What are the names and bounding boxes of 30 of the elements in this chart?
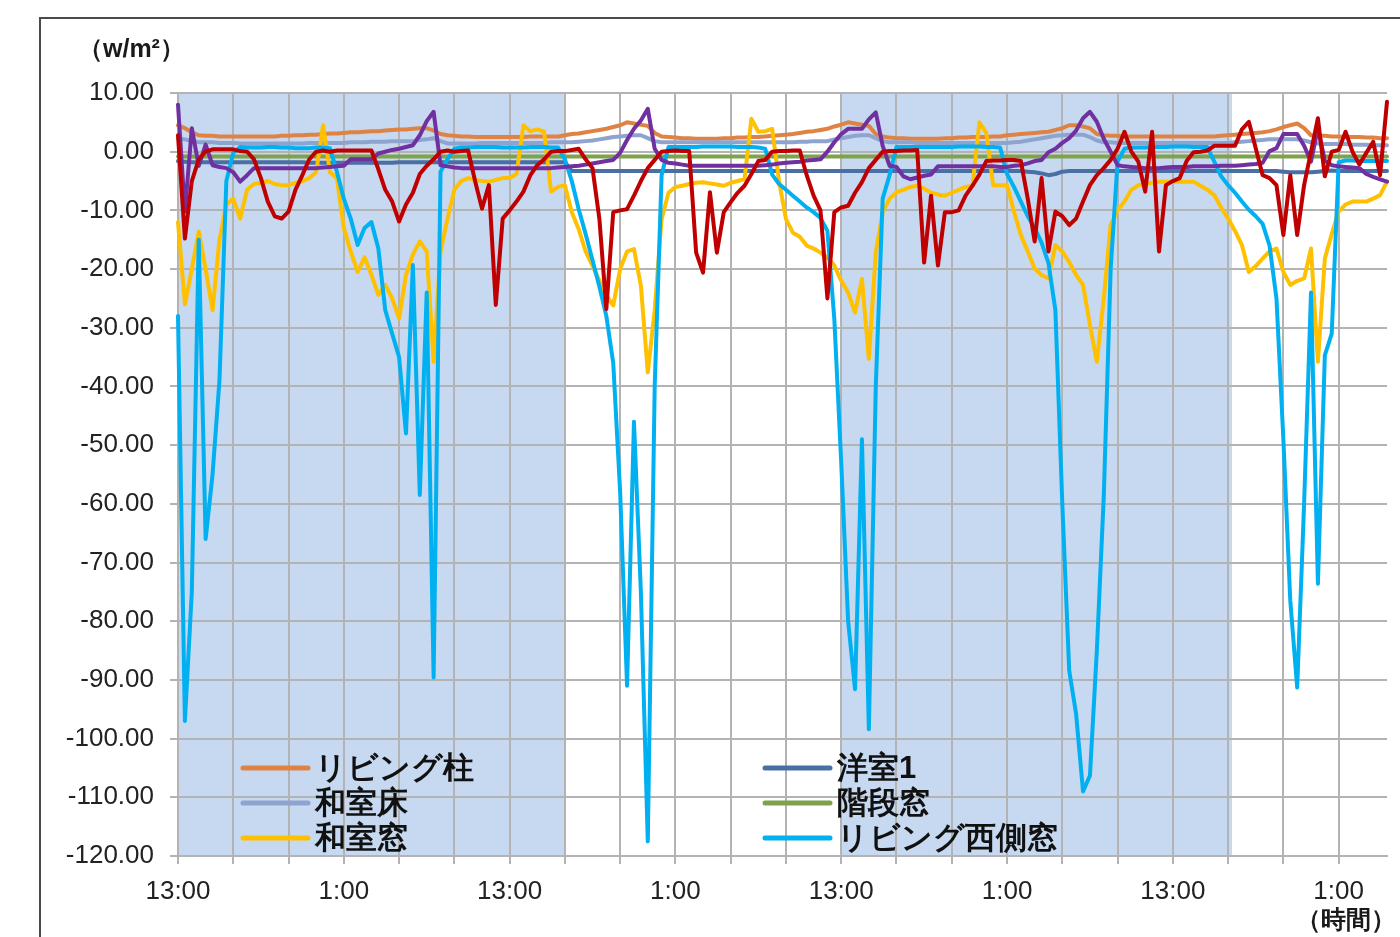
legend-label: リビング西側窓 <box>837 819 1058 855</box>
legend-label: リビング柱 <box>315 749 474 785</box>
x-tick-label: 13:00 <box>1140 874 1206 905</box>
y-tick-label: 0.00 <box>103 134 154 165</box>
x-tick-label: 13:00 <box>145 874 211 905</box>
y-axis-title: （w/m²） <box>78 33 185 62</box>
x-axis-title: （時間） <box>1296 904 1396 933</box>
y-tick-label: -70.00 <box>80 545 154 576</box>
y-tick-label: -60.00 <box>80 487 154 518</box>
x-tick-label: 1:00 <box>981 874 1033 905</box>
legend-label: 和室床 <box>314 784 409 820</box>
x-tick-label: 13:00 <box>477 874 543 905</box>
y-tick-label: -30.00 <box>80 310 154 341</box>
y-tick-label: -80.00 <box>80 604 154 635</box>
y-tick-label: -10.00 <box>80 193 154 224</box>
x-tick-label: 1:00 <box>318 874 370 905</box>
legend-label: 洋室1 <box>836 749 917 785</box>
y-tick-label: -40.00 <box>80 369 154 400</box>
x-tick-label: 1:00 <box>650 874 701 905</box>
legend-label: 和室窓 <box>314 819 408 855</box>
x-tick-label: 1:00 <box>1313 874 1364 905</box>
y-tick-label: 10.00 <box>88 76 154 107</box>
legend-label: 階段窓 <box>837 784 930 820</box>
y-tick-label: -120.00 <box>65 839 154 870</box>
y-tick-label: -110.00 <box>67 780 154 811</box>
x-tick-label: 13:00 <box>808 874 874 905</box>
y-tick-label: -90.00 <box>80 663 154 694</box>
y-tick-label: -20.00 <box>80 252 154 283</box>
y-tick-label: -50.00 <box>80 428 154 459</box>
y-tick-label: -100.00 <box>65 721 154 752</box>
